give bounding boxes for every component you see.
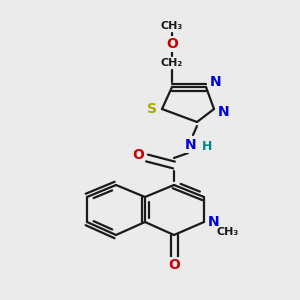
Text: CH₂: CH₂ — [161, 58, 183, 68]
Text: N: N — [210, 75, 222, 89]
Text: O: O — [166, 37, 178, 51]
Text: O: O — [168, 258, 180, 272]
Text: H: H — [202, 140, 212, 154]
Text: N: N — [218, 105, 230, 119]
Text: N: N — [208, 215, 220, 229]
Text: CH₃: CH₃ — [217, 227, 239, 237]
Text: N: N — [185, 138, 197, 152]
Text: CH₃: CH₃ — [161, 21, 183, 31]
Text: S: S — [147, 102, 157, 116]
Text: O: O — [132, 148, 144, 162]
